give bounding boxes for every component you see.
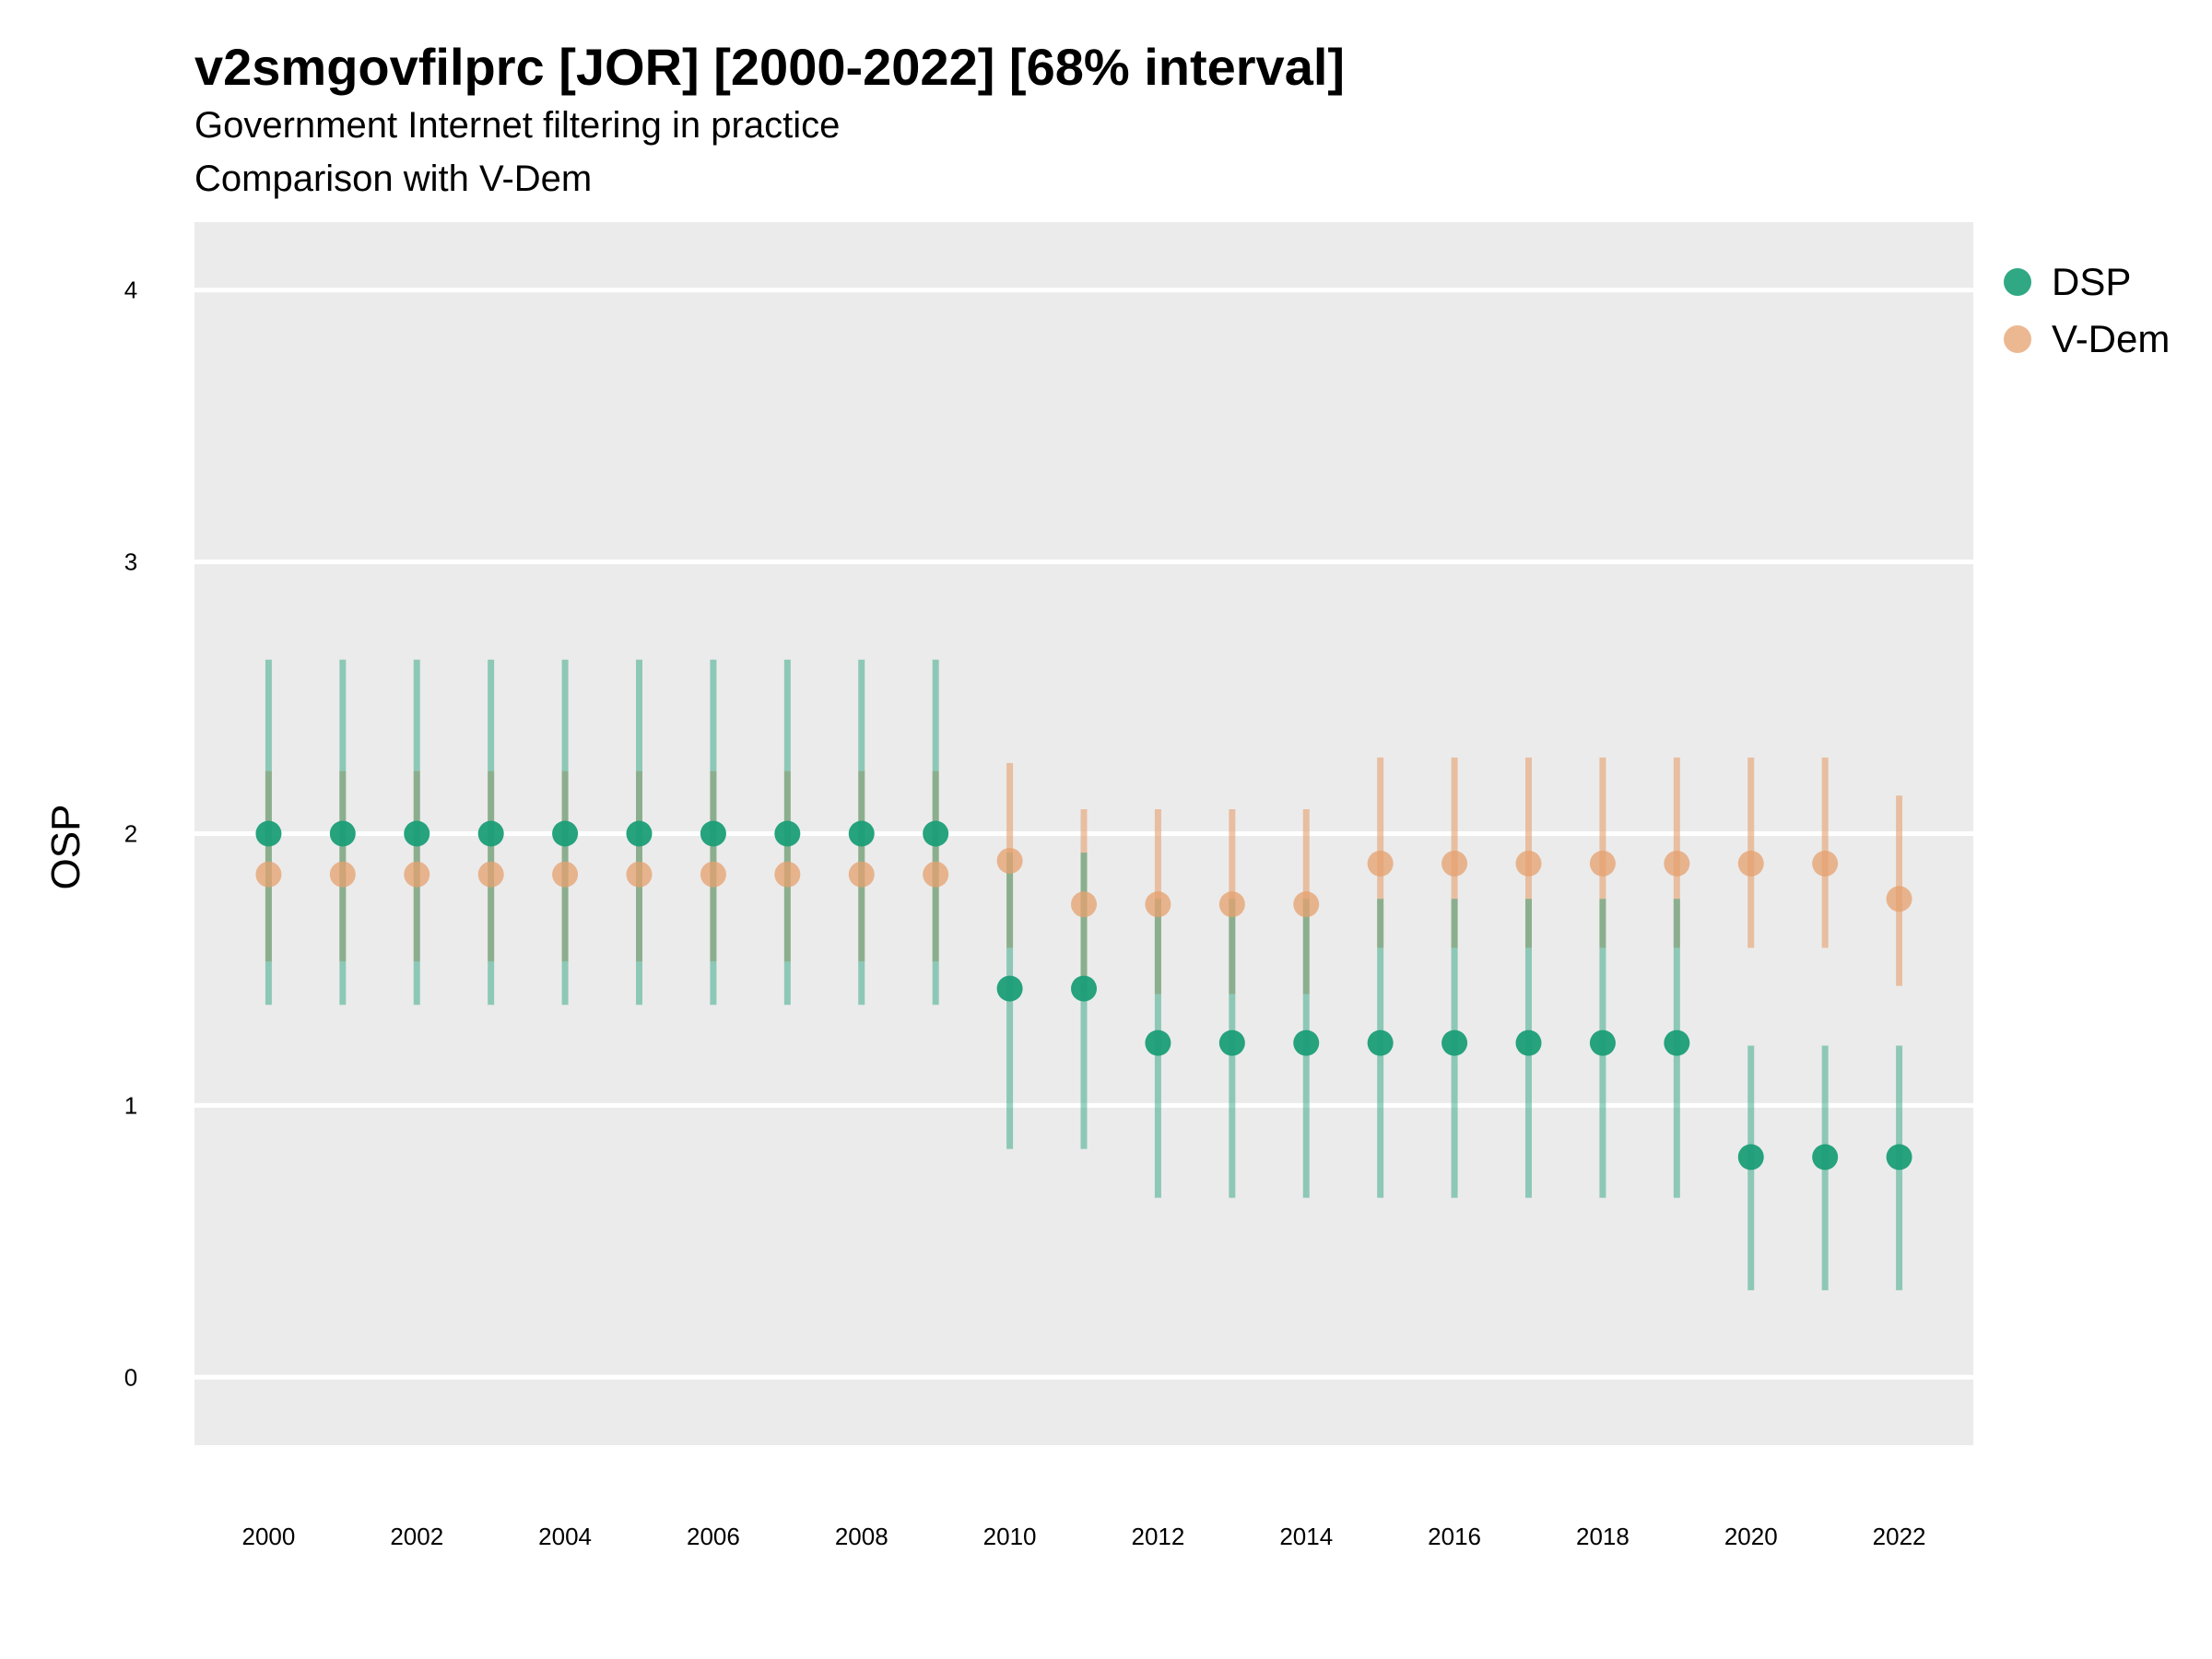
data-point [1737, 850, 1764, 877]
x-tick-label: 2008 [835, 1523, 888, 1550]
chart-subtitle: Government Internet filtering in practic… [194, 105, 841, 146]
data-point [1367, 1030, 1394, 1056]
y-tick-label: 4 [124, 276, 137, 304]
data-point [848, 861, 875, 888]
legend-key-vdem [2004, 325, 2031, 353]
data-point [1812, 1144, 1839, 1171]
data-point [552, 861, 579, 888]
legend-item-vdem: V-Dem [1991, 311, 2170, 368]
legend-key-dsp [2004, 268, 2031, 296]
x-tick-label: 2000 [241, 1523, 295, 1550]
data-point [404, 861, 430, 888]
data-point [1441, 850, 1468, 877]
data-point [1071, 975, 1097, 1002]
data-point [1218, 1030, 1245, 1056]
data-point [1589, 1030, 1616, 1056]
x-tick-label: 2012 [1131, 1523, 1184, 1550]
data-point [996, 847, 1023, 874]
x-tick-label: 2002 [390, 1523, 443, 1550]
x-tick-label: 2014 [1279, 1523, 1333, 1550]
data-point [477, 820, 504, 847]
data-point [1071, 891, 1097, 918]
data-point [1589, 850, 1616, 877]
data-point [329, 861, 356, 888]
data-point [255, 820, 282, 847]
data-point [1441, 1030, 1468, 1056]
series-points-vdem [255, 847, 1912, 918]
data-point [1145, 891, 1171, 918]
legend-item-dsp: DSP [1991, 253, 2170, 311]
x-tick-label: 2010 [983, 1523, 1037, 1550]
data-point [700, 820, 726, 847]
data-point [477, 861, 504, 888]
data-point [255, 861, 282, 888]
data-point [1515, 1030, 1542, 1056]
legend-label-vdem: V-Dem [2052, 317, 2171, 360]
x-tick-label: 2006 [687, 1523, 740, 1550]
y-tick-label: 3 [124, 548, 137, 576]
data-point [700, 861, 726, 888]
x-tick-label: 2004 [538, 1523, 592, 1550]
data-point [1367, 850, 1394, 877]
data-point [774, 820, 801, 847]
data-point [404, 820, 430, 847]
data-point [774, 861, 801, 888]
x-tick-label: 2020 [1724, 1523, 1778, 1550]
data-point [1886, 1144, 1912, 1171]
data-point [1218, 891, 1245, 918]
data-point [329, 820, 356, 847]
chart-legend: DSP V-Dem [1991, 253, 2170, 368]
x-tick-label: 2022 [1873, 1523, 1926, 1550]
data-point [1812, 850, 1839, 877]
data-point [1664, 1030, 1690, 1056]
data-point [1515, 850, 1542, 877]
data-point [552, 820, 579, 847]
y-tick-label: 1 [124, 1091, 137, 1119]
data-point [1737, 1144, 1764, 1171]
data-point [923, 820, 949, 847]
legend-label-dsp: DSP [2052, 260, 2132, 303]
chart-title: v2smgovfilprc [JOR] [2000-2022] [68% int… [194, 38, 1346, 96]
data-point [1145, 1030, 1171, 1056]
chart-subtitle-comparison: Comparison with V-Dem [194, 159, 593, 199]
data-point [923, 861, 949, 888]
x-tick-label: 2018 [1576, 1523, 1630, 1550]
data-point [1293, 1030, 1320, 1056]
y-tick-label: 2 [124, 820, 137, 848]
x-tick-label: 2016 [1428, 1523, 1481, 1550]
series-points-dsp [255, 820, 1912, 1171]
data-point [848, 820, 875, 847]
data-point [626, 861, 653, 888]
data-point [1664, 850, 1690, 877]
data-point [1293, 891, 1320, 918]
data-point [626, 820, 653, 847]
y-tick-label: 0 [124, 1363, 137, 1391]
data-point [1886, 886, 1912, 912]
data-point [996, 975, 1023, 1002]
